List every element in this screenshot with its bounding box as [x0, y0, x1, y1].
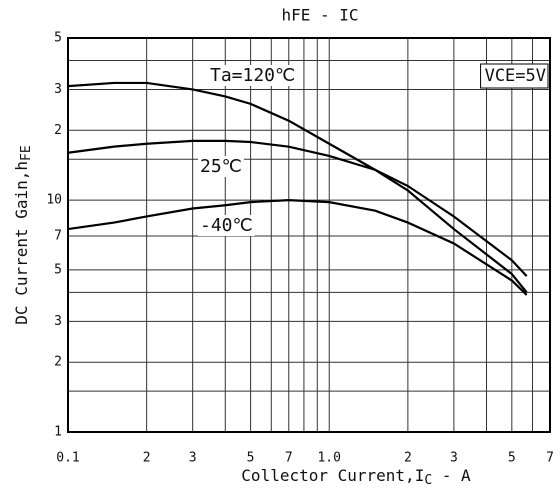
y-tick-label: 5 [54, 31, 62, 46]
x-tick-label: 2 [143, 451, 151, 466]
x-tick-label: 3 [189, 451, 197, 466]
y-tick-label: 7 [54, 229, 62, 244]
plot-frame [67, 37, 551, 433]
label-bg [198, 156, 244, 177]
y-tick-label: 2 [54, 123, 62, 138]
y-tick-label: 3 [54, 82, 62, 97]
x-tick-label: 2 [404, 451, 412, 466]
x-tick-label: 5 [508, 451, 516, 466]
x-axis-title: Collector Current,IC - A [241, 466, 471, 488]
x-tick-label: 5 [247, 451, 255, 466]
x-tick-label: 0.1 [56, 451, 79, 466]
chart-title: hFE - IC [281, 6, 358, 25]
x-axis-title-main: Collector Current,I [241, 466, 424, 485]
label-bg [208, 65, 298, 86]
label-bg [198, 215, 255, 236]
x-axis-title-tail: - A [432, 466, 471, 485]
y-axis-title-sub: FE [19, 145, 34, 161]
annotation-box [480, 63, 549, 89]
data-line [67, 81, 528, 294]
y-tick-label: 1 [54, 425, 62, 440]
y-tick-label: 5 [54, 262, 62, 277]
series-label: -40℃ [200, 215, 253, 236]
x-tick-label: 7 [546, 451, 554, 466]
x-tick-label: 1.0 [317, 451, 340, 466]
y-axis-title-main: DC Current Gain,h [12, 161, 31, 325]
series-label: Ta=120℃ [210, 65, 295, 86]
y-tick-label: 3 [54, 314, 62, 329]
data-line [67, 198, 528, 296]
annotation: VCE=5V [485, 66, 546, 86]
data-line [67, 139, 528, 277]
y-tick-label: 10 [46, 193, 62, 208]
x-tick-label: 3 [450, 451, 458, 466]
y-tick-label: 2 [54, 355, 62, 370]
series-label: 25℃ [200, 156, 242, 177]
y-axis-title: DC Current Gain,hFE [12, 145, 34, 324]
x-axis-title-sub: C [424, 473, 432, 488]
x-tick-label: 7 [285, 451, 293, 466]
